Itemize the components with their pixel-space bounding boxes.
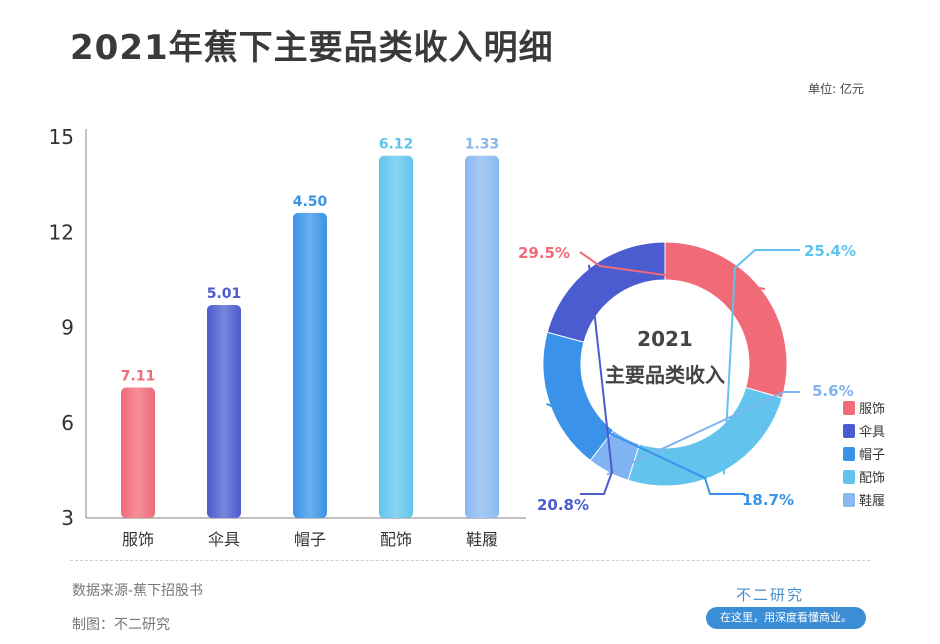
bar-3: [293, 212, 327, 518]
x-tick-label: 服饰: [122, 530, 154, 549]
bar-5: [465, 155, 499, 519]
x-tick-label: 伞具: [208, 530, 240, 549]
bar-2: [207, 304, 241, 518]
brand-slogan: 在这里，用深度看懂商业。: [706, 607, 866, 629]
brand-logo: 不二研究: [736, 586, 805, 604]
bar-1: [121, 387, 155, 518]
donut-slice-2: [627, 386, 783, 487]
divider: [70, 560, 870, 561]
y-tick-label: 12: [49, 220, 74, 244]
legend-swatch: [843, 424, 855, 438]
unit-label: 单位: 亿元: [808, 82, 864, 96]
y-tick-label: 6: [61, 411, 74, 435]
legend-swatch: [843, 493, 855, 507]
legend-label: 伞具: [859, 424, 885, 440]
y-tick-label: 15: [49, 125, 74, 149]
donut-slice-5: [546, 241, 666, 343]
bar-value-label: 5.01: [207, 286, 242, 302]
page-title: 2021年蕉下主要品类收入明细: [70, 28, 554, 68]
bar-4: [379, 155, 413, 519]
slice-pct-label: 29.5%: [518, 244, 570, 262]
leader-line: [722, 249, 800, 475]
legend-swatch: [843, 470, 855, 484]
legend-swatch: [843, 447, 855, 461]
x-tick-label: 鞋履: [466, 530, 498, 549]
x-tick-label: 配饰: [380, 530, 412, 549]
leader-line: [580, 264, 614, 495]
legend-label: 鞋履: [859, 493, 885, 509]
bar-value-label: 6.12: [379, 137, 414, 153]
x-tick-label: 帽子: [294, 530, 326, 549]
leader-line: [606, 391, 800, 476]
legend-swatch: [843, 401, 855, 415]
legend-label: 配饰: [859, 471, 885, 486]
donut-center-year: 2021: [637, 327, 693, 351]
slice-pct-label: 5.6%: [812, 382, 854, 400]
legend-label: 服饰: [859, 402, 885, 417]
chart-credit: 制图：不二研究: [72, 617, 170, 633]
leader-line: [546, 402, 745, 495]
donut-center-label: 主要品类收入: [605, 363, 725, 387]
leader-line: [579, 251, 766, 290]
slice-pct-label: 25.4%: [804, 242, 856, 260]
bar-value-label: 1.33: [465, 137, 500, 153]
legend-label: 帽子: [859, 447, 885, 463]
bar-value-label: 4.50: [293, 194, 328, 210]
slice-pct-label: 18.7%: [742, 491, 794, 509]
data-source: 数据来源-蕉下招股书: [72, 583, 204, 599]
bar-value-label: 7.11: [121, 369, 156, 385]
y-tick-label: 9: [61, 316, 74, 340]
slice-pct-label: 20.8%: [537, 496, 589, 514]
y-tick-label: 3: [61, 506, 74, 530]
